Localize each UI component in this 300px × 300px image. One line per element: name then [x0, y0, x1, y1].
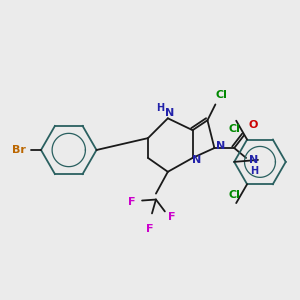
Text: Cl: Cl [228, 124, 240, 134]
Text: N: N [192, 155, 201, 165]
Text: F: F [168, 212, 176, 222]
Text: Cl: Cl [215, 89, 227, 100]
Text: N: N [249, 155, 259, 165]
Text: F: F [128, 196, 136, 206]
Text: N: N [165, 108, 174, 118]
Text: Cl: Cl [228, 190, 240, 200]
Text: O: O [248, 120, 258, 130]
Text: F: F [146, 224, 154, 234]
Text: Br: Br [12, 145, 26, 155]
Text: H: H [156, 103, 164, 113]
Text: N: N [216, 141, 225, 151]
Text: H: H [250, 166, 258, 176]
